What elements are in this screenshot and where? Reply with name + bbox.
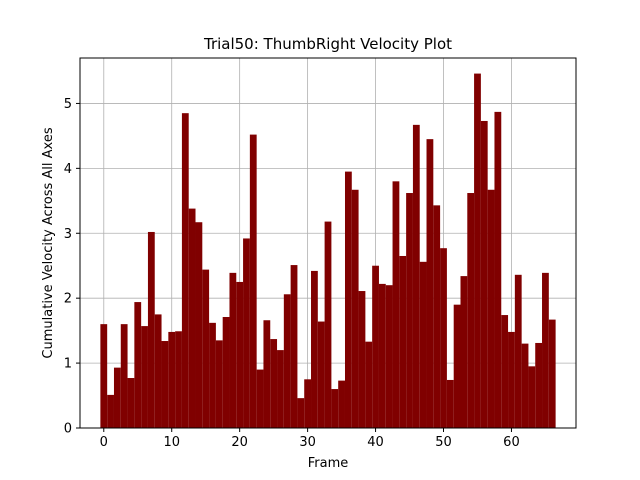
bar (222, 317, 230, 428)
y-tick-label: 5 (64, 97, 72, 112)
bar (446, 379, 454, 428)
bar (514, 274, 522, 428)
bar (419, 261, 427, 428)
bar (487, 189, 495, 428)
bar (311, 270, 318, 428)
bar (290, 265, 298, 428)
bar (134, 302, 142, 428)
bar (542, 272, 549, 428)
bars (100, 73, 556, 429)
x-axis-label: Frame (308, 456, 349, 471)
bar (236, 281, 244, 428)
x-tick-label: 60 (503, 435, 520, 450)
bar (508, 331, 515, 428)
bar (412, 124, 420, 428)
bar (147, 231, 155, 428)
x-tick-label: 50 (435, 435, 452, 450)
plot-area-frame (79, 57, 577, 429)
bar (351, 189, 359, 428)
bar (358, 291, 366, 428)
bar (344, 171, 352, 428)
bar (372, 265, 379, 428)
bar (535, 342, 543, 428)
bar (188, 208, 196, 428)
bar (474, 73, 481, 428)
bar (243, 238, 250, 428)
bar (426, 139, 434, 428)
x-tick-label: 10 (163, 435, 180, 450)
chart-title: Trial50: ThumbRight Velocity Plot (203, 35, 452, 53)
bar (215, 340, 223, 428)
y-tick-label: 4 (64, 162, 72, 177)
bar (209, 322, 216, 428)
bar (229, 272, 237, 428)
bar (453, 304, 461, 428)
bar (297, 398, 305, 428)
bar (494, 111, 502, 428)
bar (480, 120, 488, 429)
bar (175, 331, 182, 428)
bar (440, 248, 447, 428)
bar (528, 366, 536, 428)
bar (392, 181, 400, 428)
x-tick-label: 20 (231, 435, 248, 450)
bar (521, 343, 529, 428)
axis-ticks: 0 10 20 30 40 50 60 0 1 2 3 4 5 (64, 97, 520, 450)
bar (154, 314, 162, 428)
bar (460, 276, 468, 428)
y-axis-label: Cumulative Velocity Across All Axes (41, 127, 56, 358)
bar (113, 367, 121, 428)
bar (365, 341, 373, 428)
bar (324, 221, 332, 428)
bar (249, 134, 257, 428)
bar (181, 113, 189, 428)
bar (195, 222, 203, 428)
bar (256, 369, 264, 428)
x-tick-label: 40 (367, 435, 384, 450)
bar (338, 380, 345, 428)
bar (331, 389, 339, 428)
bar (501, 315, 509, 428)
bar (304, 379, 312, 428)
x-tick-label: 30 (299, 435, 316, 450)
bar (127, 378, 135, 428)
bar (385, 285, 393, 428)
bar (270, 339, 278, 428)
bar (406, 193, 413, 428)
y-tick-label: 0 (64, 422, 72, 437)
bar (399, 255, 407, 428)
bar (141, 326, 148, 428)
y-tick-label: 1 (64, 357, 72, 372)
bar (263, 320, 271, 428)
y-tick-label: 2 (64, 292, 72, 307)
bar (168, 331, 176, 428)
bar (161, 341, 169, 428)
x-tick-label: 0 (100, 435, 108, 450)
bar (317, 321, 325, 428)
bar (107, 394, 114, 428)
bar (433, 205, 441, 428)
y-tick-label: 3 (64, 227, 72, 242)
bar (467, 193, 475, 428)
bar (283, 294, 291, 428)
bar (202, 269, 210, 428)
bar (277, 350, 284, 428)
bar (378, 283, 386, 428)
bar (548, 319, 556, 428)
bar (100, 324, 108, 428)
bar (120, 324, 128, 428)
